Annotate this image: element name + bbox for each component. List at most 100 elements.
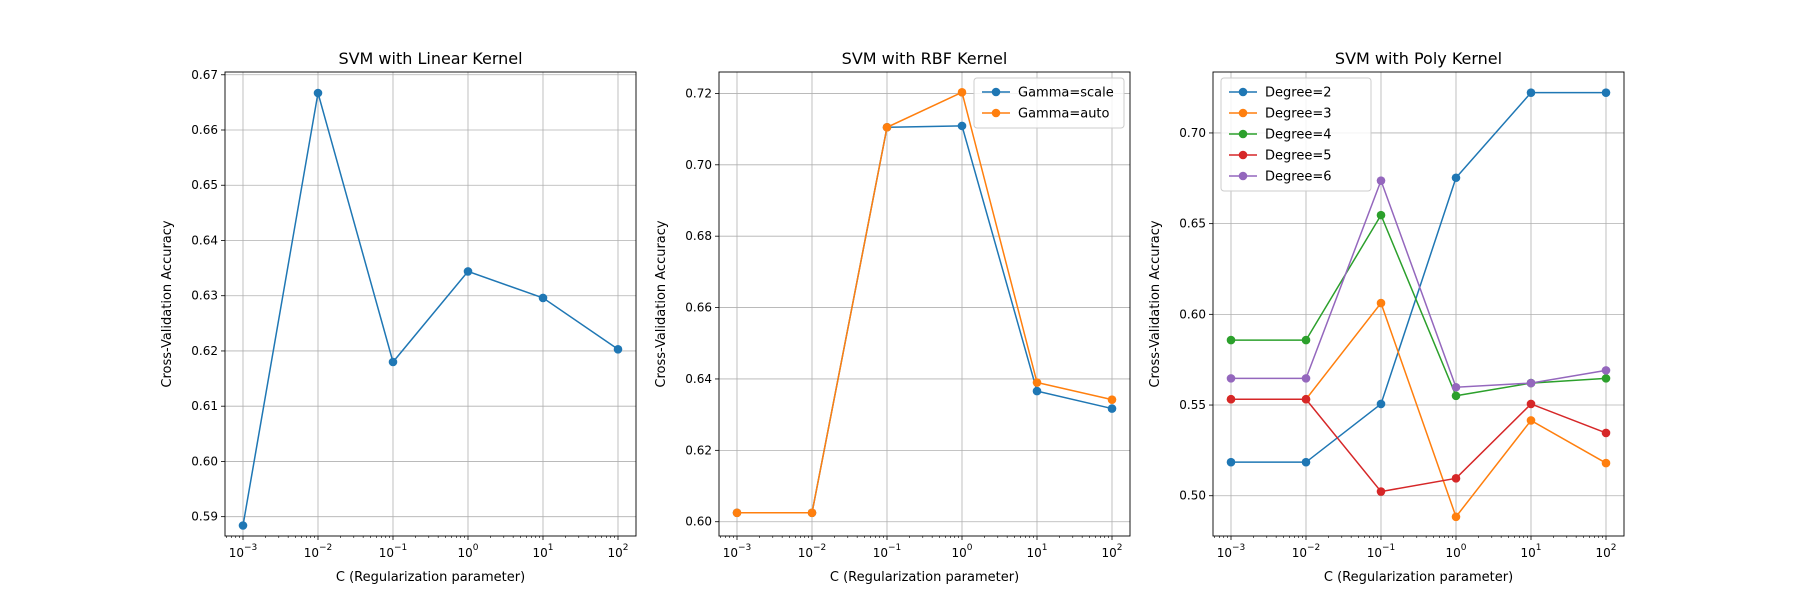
series-line-1 bbox=[242, 92, 619, 526]
y-tick-label: 0.70 bbox=[685, 158, 712, 172]
x-tick-exponent: 1 bbox=[1042, 543, 1048, 553]
legend-label: Degree=3 bbox=[1265, 107, 1331, 122]
y-tick-label: 0.60 bbox=[191, 454, 218, 468]
x-tick-base: 10 bbox=[723, 546, 738, 560]
legend-label: Gamma=scale bbox=[1018, 86, 1114, 101]
legend-box bbox=[973, 77, 1125, 129]
axes-frame bbox=[224, 71, 637, 537]
y-tick-label: 0.72 bbox=[685, 86, 712, 100]
x-tick-base: 10 bbox=[532, 546, 547, 560]
series-line-1 bbox=[1231, 91, 1606, 463]
x-tick-base: 10 bbox=[1026, 546, 1041, 560]
x-tick-exponent: 1 bbox=[1536, 543, 1542, 553]
chart-title: SVM with RBF Kernel bbox=[842, 49, 1008, 68]
data-point-series-1 bbox=[238, 521, 248, 530]
data-point-series-3 bbox=[1451, 391, 1461, 401]
x-tick-base: 10 bbox=[1217, 546, 1232, 560]
x-tick-label: 10−3 bbox=[723, 543, 752, 560]
data-point-series-4 bbox=[1301, 394, 1311, 404]
y-tick-label: 0.64 bbox=[191, 233, 218, 247]
data-point-series-5 bbox=[1526, 378, 1536, 388]
data-point-series-5 bbox=[1601, 366, 1611, 375]
legend-swatch-marker bbox=[1238, 87, 1248, 97]
data-point-series-2 bbox=[1526, 416, 1536, 425]
data-point-series-2 bbox=[1032, 378, 1042, 387]
y-tick-label: 0.70 bbox=[1179, 126, 1206, 140]
x-tick-base: 10 bbox=[229, 546, 244, 560]
data-point-series-1 bbox=[613, 344, 623, 354]
legend-swatch-marker bbox=[991, 108, 1001, 118]
x-tick-exponent: −1 bbox=[888, 543, 901, 553]
y-tick-label: 0.67 bbox=[191, 68, 218, 82]
y-tick-label: 0.62 bbox=[191, 344, 218, 358]
axes-frame bbox=[1212, 71, 1625, 537]
x-tick-label: 102 bbox=[1595, 543, 1616, 560]
x-axis-label: C (Regularization parameter) bbox=[830, 570, 1019, 585]
y-tick-label: 0.60 bbox=[685, 515, 712, 529]
x-tick-label: 10−1 bbox=[379, 543, 408, 560]
data-point-series-2 bbox=[882, 123, 892, 132]
x-tick-exponent: −1 bbox=[1382, 543, 1395, 553]
x-tick-label: 101 bbox=[1520, 543, 1541, 560]
data-point-series-2 bbox=[1376, 298, 1386, 308]
y-tick-label: 0.65 bbox=[191, 178, 218, 192]
x-tick-exponent: −3 bbox=[738, 543, 751, 553]
data-point-series-5 bbox=[1376, 176, 1386, 185]
x-tick-base: 10 bbox=[1292, 546, 1307, 560]
y-tick-label: 0.66 bbox=[685, 301, 712, 315]
data-point-series-1 bbox=[1526, 88, 1536, 97]
legend-swatch-marker bbox=[1238, 129, 1248, 139]
chart-title: SVM with Linear Kernel bbox=[338, 49, 522, 68]
y-tick-label: 0.66 bbox=[191, 123, 218, 137]
x-tick-label: 10−3 bbox=[229, 543, 258, 560]
x-tick-base: 10 bbox=[457, 546, 472, 560]
data-point-series-1 bbox=[313, 88, 323, 98]
data-point-series-2 bbox=[1451, 512, 1461, 522]
y-tick-label: 0.63 bbox=[191, 289, 218, 303]
legend-label: Degree=4 bbox=[1265, 128, 1331, 143]
x-tick-label: 10−2 bbox=[304, 543, 333, 560]
x-tick-exponent: 2 bbox=[623, 543, 629, 553]
y-axis-label: Cross-Validation Accuracy bbox=[654, 220, 669, 388]
legend-swatch-marker bbox=[991, 87, 1001, 97]
x-tick-base: 10 bbox=[1520, 546, 1535, 560]
data-point-series-1 bbox=[463, 267, 473, 276]
x-tick-base: 10 bbox=[304, 546, 319, 560]
x-tick-label: 10−1 bbox=[1367, 543, 1396, 560]
data-point-series-1 bbox=[1226, 457, 1236, 467]
data-point-series-2 bbox=[957, 88, 967, 97]
series-line-4 bbox=[1231, 398, 1607, 493]
y-tick-label: 0.59 bbox=[191, 510, 218, 524]
x-tick-exponent: 1 bbox=[548, 543, 554, 553]
x-tick-label: 10−2 bbox=[1292, 543, 1321, 560]
x-axis-label: C (Regularization parameter) bbox=[336, 570, 525, 585]
y-tick-label: 0.60 bbox=[1179, 307, 1206, 321]
legend-label: Degree=2 bbox=[1265, 86, 1331, 101]
x-tick-exponent: −2 bbox=[813, 543, 826, 553]
x-tick-base: 10 bbox=[1101, 546, 1116, 560]
y-tick-label: 0.50 bbox=[1179, 489, 1206, 503]
x-tick-exponent: 0 bbox=[967, 543, 973, 553]
data-point-series-5 bbox=[1451, 382, 1461, 392]
x-tick-base: 10 bbox=[951, 546, 966, 560]
data-point-series-1 bbox=[1376, 399, 1386, 409]
x-tick-exponent: −3 bbox=[244, 543, 257, 553]
x-tick-label: 102 bbox=[607, 543, 628, 560]
x-tick-label: 10−2 bbox=[798, 543, 827, 560]
series-line-3 bbox=[1231, 213, 1607, 397]
legend-label: Gamma=auto bbox=[1018, 107, 1110, 122]
x-tick-label: 100 bbox=[1445, 543, 1466, 560]
legend-swatch-marker bbox=[1238, 171, 1248, 181]
x-tick-exponent: 0 bbox=[1461, 543, 1467, 553]
series-line-5 bbox=[1231, 178, 1607, 389]
data-point-series-1 bbox=[388, 357, 398, 367]
x-tick-base: 10 bbox=[873, 546, 888, 560]
y-tick-label: 0.61 bbox=[191, 399, 218, 413]
data-point-series-1 bbox=[1601, 88, 1611, 97]
x-tick-base: 10 bbox=[1595, 546, 1610, 560]
y-tick-label: 0.64 bbox=[685, 372, 712, 386]
x-axis-label: C (Regularization parameter) bbox=[1324, 570, 1513, 585]
data-point-series-4 bbox=[1526, 399, 1536, 409]
legend-swatch-marker bbox=[1238, 108, 1248, 118]
